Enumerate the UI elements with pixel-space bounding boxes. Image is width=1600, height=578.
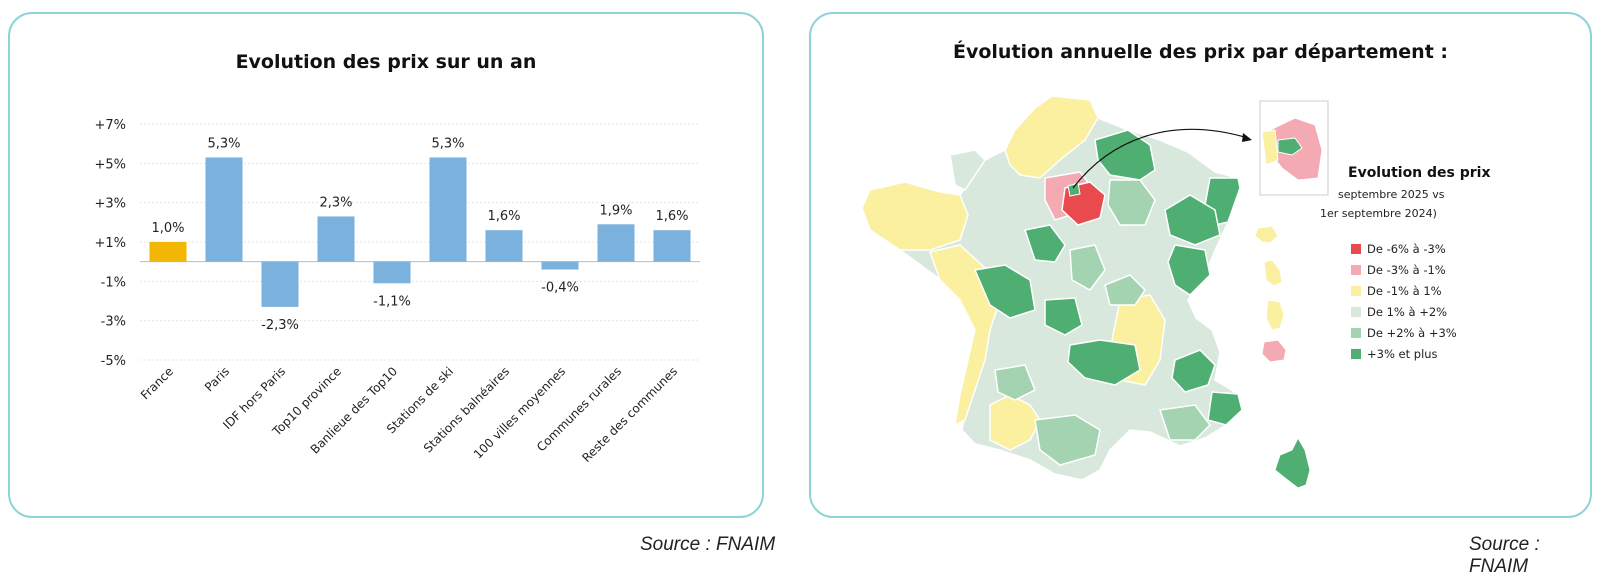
bar bbox=[261, 261, 299, 307]
data-label: -2,3% bbox=[261, 318, 299, 333]
data-label: 2,3% bbox=[319, 195, 352, 210]
region-limousin bbox=[1044, 297, 1083, 336]
region-nouvelle-aquitaine-light bbox=[994, 364, 1036, 401]
legend-title: Evolution des prix bbox=[1348, 165, 1491, 181]
region-champagne bbox=[1094, 129, 1156, 181]
bar bbox=[317, 216, 355, 262]
source-right: Source : FNAIM bbox=[1469, 534, 1540, 577]
region-occitanie-light bbox=[1034, 414, 1101, 466]
data-label: -0,4% bbox=[541, 281, 579, 296]
region-paris bbox=[1067, 182, 1081, 197]
region-loire-center bbox=[1024, 224, 1066, 263]
bar bbox=[429, 157, 467, 262]
data-label: 1,6% bbox=[655, 209, 688, 224]
overseas-reunion bbox=[1261, 339, 1287, 363]
region-paca bbox=[1207, 391, 1243, 426]
corsica bbox=[1274, 436, 1311, 489]
legend-swatch bbox=[1351, 286, 1361, 296]
legend-swatch bbox=[1351, 328, 1361, 338]
overseas-martinique bbox=[1263, 259, 1283, 287]
bar bbox=[541, 261, 579, 270]
legend-subtitle-2: 1er septembre 2024) bbox=[1320, 207, 1437, 220]
data-label: 1,0% bbox=[151, 221, 184, 236]
y-tick-label: -5% bbox=[101, 354, 126, 369]
region-bourgogne-light bbox=[1069, 244, 1106, 291]
legend-swatch bbox=[1351, 265, 1361, 275]
y-tick-label: +1% bbox=[94, 236, 126, 251]
idf-inset-west bbox=[1261, 129, 1279, 166]
region-champagne-light bbox=[1107, 179, 1156, 226]
legend-subtitle-1: septembre 2025 vs bbox=[1338, 188, 1445, 201]
overseas-guadeloupe bbox=[1254, 225, 1279, 244]
inset-arrow bbox=[1072, 128, 1249, 189]
data-label: 5,3% bbox=[207, 136, 240, 151]
bar bbox=[149, 242, 187, 262]
chart-title: Evolution des prix sur un an bbox=[235, 51, 537, 73]
legend-item-label: De +2% à +3% bbox=[1367, 326, 1457, 340]
france-outline bbox=[861, 95, 1243, 481]
data-label: 1,6% bbox=[487, 209, 520, 224]
bar bbox=[205, 157, 243, 262]
y-tick-label: +5% bbox=[94, 157, 126, 172]
source-left: Source : FNAIM bbox=[640, 534, 776, 555]
map-title: Évolution annuelle des prix par départem… bbox=[953, 41, 1448, 63]
france-department-map: Evolution des prix septembre 2025 vs 1er… bbox=[861, 95, 1491, 489]
region-bretagne-east bbox=[949, 149, 986, 191]
region-rhone-alpes bbox=[1171, 349, 1216, 393]
legend-item-label: +3% et plus bbox=[1367, 347, 1438, 361]
bar bbox=[485, 230, 523, 262]
legend-items: De -6% à -3% De -3% à -1% De -1% à 1% De 1%… bbox=[1351, 242, 1457, 361]
legend-item-label: De -3% à -1% bbox=[1367, 263, 1446, 277]
bar bbox=[597, 224, 635, 262]
region-auvergne bbox=[1067, 339, 1141, 386]
y-tick-label: +3% bbox=[94, 197, 126, 212]
legend-item-label: De -1% à 1% bbox=[1367, 284, 1442, 298]
bar-chart: +7%+5%+3%+1%-1%-3%-5%1,0%France5,3%Paris… bbox=[94, 118, 700, 465]
data-label: 5,3% bbox=[431, 136, 464, 151]
region-occitanie-east bbox=[1159, 404, 1211, 441]
legend-swatch bbox=[1351, 244, 1361, 254]
region-normandie bbox=[1004, 95, 1099, 179]
map-legend: Evolution des prix septembre 2025 vs 1er… bbox=[1320, 165, 1491, 361]
idf-inset-paris bbox=[1277, 137, 1303, 156]
overseas-guyane bbox=[1265, 299, 1285, 331]
region-centre-light bbox=[1104, 274, 1146, 306]
legend-swatch bbox=[1351, 307, 1361, 317]
inset-arrow-head bbox=[1242, 133, 1252, 142]
legend-swatch bbox=[1351, 349, 1361, 359]
region-lorraine bbox=[1164, 194, 1221, 246]
legend-item-label: De 1% à +2% bbox=[1367, 305, 1447, 319]
bar bbox=[653, 230, 691, 262]
legend-item-label: De -6% à -3% bbox=[1367, 242, 1446, 256]
region-bretagne bbox=[861, 181, 969, 251]
y-tick-label: +7% bbox=[94, 118, 126, 133]
region-pays-loire bbox=[973, 264, 1036, 319]
region-franche-comte bbox=[1167, 244, 1211, 296]
y-tick-label: -1% bbox=[101, 275, 126, 290]
y-tick-label: -3% bbox=[101, 315, 126, 330]
data-label: -1,1% bbox=[373, 294, 411, 309]
data-label: 1,9% bbox=[599, 203, 632, 218]
bar bbox=[373, 261, 411, 284]
